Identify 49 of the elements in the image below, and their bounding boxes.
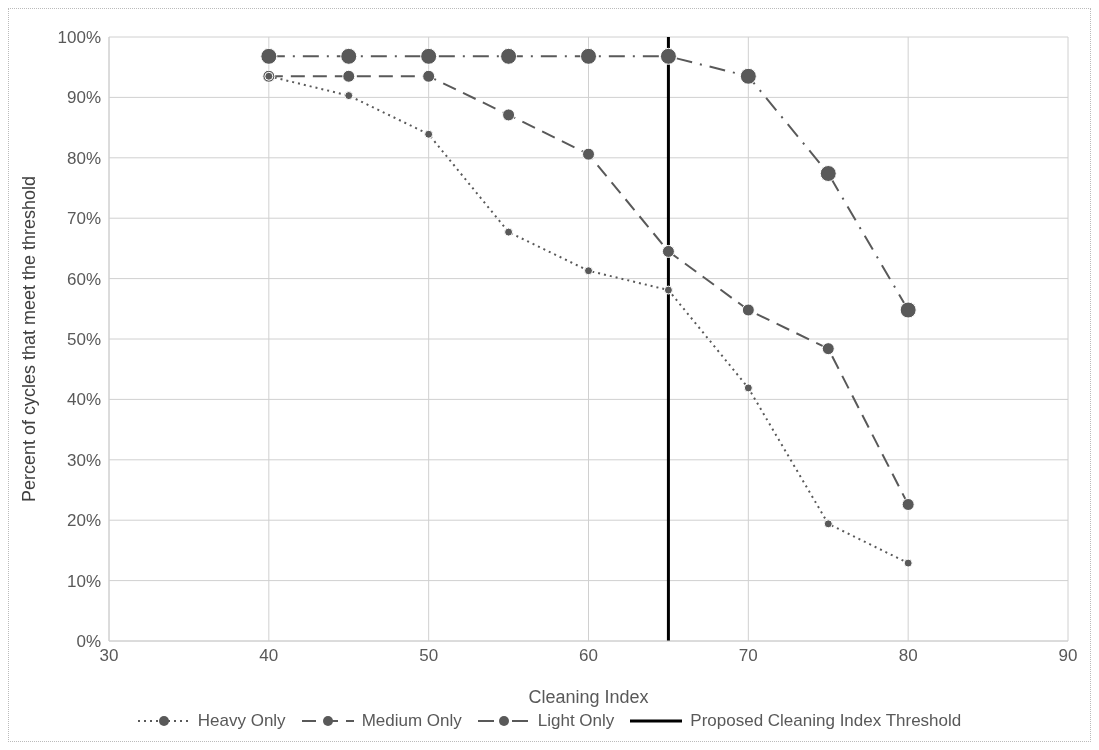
point (504, 227, 514, 237)
x-axis-title: Cleaning Index (528, 687, 649, 707)
point (582, 147, 595, 161)
point (661, 244, 675, 258)
point (500, 47, 518, 65)
legend-label: Heavy Only (197, 711, 286, 731)
point (741, 303, 755, 317)
point (344, 91, 354, 101)
x-tick-label: 90 (1058, 646, 1078, 666)
point (502, 108, 516, 122)
point (422, 69, 436, 83)
y-tick-label: 0% (76, 632, 101, 652)
y-tick-label: 20% (66, 511, 101, 531)
y-tick-label: 90% (66, 88, 101, 108)
y-tick-label: 10% (66, 571, 101, 591)
legend-label: Light Only (537, 711, 615, 731)
y-axis-title: Percent of cycles that meet the threshold (19, 175, 40, 503)
x-tick-label: 60 (579, 646, 598, 666)
y-tick-label: 40% (66, 390, 101, 410)
point (743, 383, 753, 393)
point (819, 165, 837, 182)
point (899, 301, 917, 319)
point (260, 47, 278, 65)
point (340, 47, 358, 65)
y-tick-label: 100% (57, 28, 101, 48)
y-tick-label: 70% (66, 209, 101, 229)
point (424, 129, 434, 139)
x-tick-label: 80 (898, 646, 918, 666)
x-tick-label: 40 (259, 646, 279, 666)
point (823, 519, 833, 529)
point (659, 47, 677, 65)
point (739, 67, 757, 85)
point (903, 558, 913, 568)
y-tick-label: 30% (66, 450, 101, 470)
point (420, 47, 438, 65)
point (663, 285, 673, 295)
x-tick-label: 30 (99, 646, 119, 666)
point (342, 69, 356, 83)
y-tick-label: 50% (66, 330, 101, 350)
point (584, 266, 593, 276)
point (901, 498, 915, 511)
point (580, 47, 597, 65)
x-tick-label: 70 (738, 646, 758, 666)
x-tick-label: 50 (419, 646, 439, 666)
y-tick-label: 60% (66, 269, 101, 289)
legend-label: Proposed Cleaning Index Threshold (690, 711, 962, 731)
point (821, 342, 835, 356)
y-tick-label: 80% (66, 148, 101, 168)
legend-label: Medium Only (361, 711, 462, 731)
